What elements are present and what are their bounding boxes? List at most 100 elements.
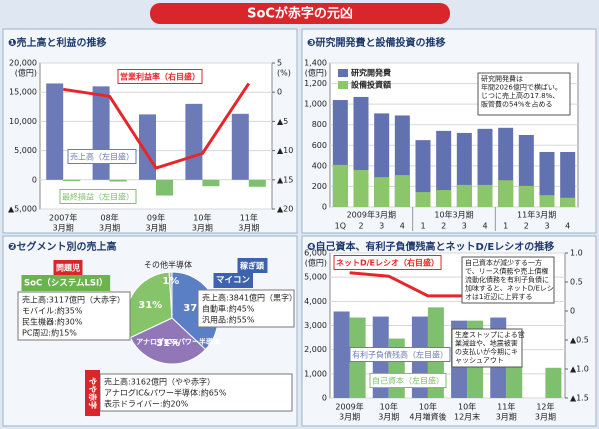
bar: [415, 140, 431, 207]
annotation-text: じつに売上高の17.8%、: [481, 91, 559, 100]
x-tick-label: 1: [503, 222, 508, 231]
bar: [231, 113, 249, 180]
label-box: [53, 260, 83, 275]
y2-tick-label: 0: [570, 307, 575, 316]
x-tick-label: 1Q: [335, 222, 346, 231]
pie-slice: [129, 317, 207, 365]
y-tick-label: 2,000: [304, 345, 327, 354]
y-tick-label: 600: [312, 141, 327, 150]
x-tick-label: 2: [441, 222, 446, 231]
bar: [518, 185, 534, 207]
annotation-box: [477, 72, 571, 116]
pie-value-label: 31%: [138, 300, 162, 311]
bar: [333, 311, 350, 398]
y-tick-label: 400: [312, 161, 327, 170]
bar: [436, 130, 452, 207]
x-tick-label: 3: [379, 222, 384, 231]
y2-tick-label: ▲1.5: [570, 394, 589, 403]
callout-text: 売上高:3162億円（やや赤字）: [104, 377, 215, 387]
y-tick-label: 5,000: [14, 146, 37, 155]
callout-text: 民生機器:約30%: [22, 317, 83, 327]
y2-tick-label: 1.0: [570, 249, 583, 258]
bar: [436, 190, 452, 207]
annotation-box: [451, 328, 523, 368]
bar: [456, 184, 472, 207]
bar: [545, 367, 562, 398]
y-tick-label: 20,000: [9, 59, 37, 68]
bar: [560, 151, 576, 207]
y-tick-label: 5,000: [304, 273, 327, 282]
annotation-text: 研究開発費は: [481, 74, 523, 83]
x-group-label: 2009年3月期: [347, 210, 396, 220]
x-tick-label: 10年: [419, 402, 437, 412]
annotation-text: 流動化債務を有利子負債に: [465, 275, 549, 284]
callout-text: PC周辺:約15%: [22, 328, 77, 338]
y-tick-label: 0: [322, 203, 327, 212]
bar: [394, 175, 410, 207]
x-tick-label: 3月期: [53, 224, 74, 233]
x-tick-label: 3月期: [535, 413, 556, 422]
label-box: [349, 347, 451, 362]
annotation-text: 加味すると、ネットD/Eレシ: [465, 284, 554, 293]
legend-label: 自己資本（左目盛）: [372, 376, 444, 386]
bar: [498, 180, 514, 207]
x-tick-label: 10年: [193, 213, 211, 223]
legend-label: 有利子負債残高（左目盛）: [352, 350, 448, 360]
pie-value-label: 1%: [162, 276, 179, 287]
annotation-text: 生産ストップによる営: [455, 330, 525, 339]
y-axis-unit: (億円): [305, 258, 327, 268]
y-tick-label: ▲5,000: [8, 205, 37, 214]
pie-category-label: アナログIC&パワー半導体: [136, 337, 221, 346]
x-tick-label: 08年: [101, 213, 119, 223]
label-box: [21, 275, 111, 291]
title-banner: [150, 3, 450, 24]
page-title: SoCが赤字の元凶: [247, 6, 353, 22]
y2-tick-label: ▲1.0: [570, 365, 589, 374]
legend-label: ネットD/Eレシオ（右目盛）: [336, 258, 439, 268]
bar: [477, 184, 493, 207]
y2-tick-label: 5: [277, 59, 282, 68]
callout-header: マイコン: [216, 276, 251, 286]
y-tick-label: 200: [312, 182, 327, 191]
y2-axis-unit: (%): [277, 69, 291, 78]
bar: [353, 169, 369, 207]
x-tick-label: 4: [482, 222, 487, 231]
pie-slice: [168, 271, 173, 319]
bar: [109, 179, 127, 182]
legend-swatch: [338, 81, 348, 89]
bar: [539, 195, 555, 207]
annotation-text: 販管費の54%を占める: [481, 100, 553, 109]
x-tick-label: 3月期: [145, 224, 166, 233]
x-tick-label: 3: [462, 222, 467, 231]
x-tick-label: 3月期: [496, 413, 517, 422]
y-tick-label: 6,000: [304, 249, 327, 258]
callout-text: 売上高:3117億円（大赤字）: [22, 295, 125, 305]
y-tick-label: 1,000: [304, 369, 327, 378]
y-tick-label: 800: [312, 120, 327, 129]
label-box: [213, 273, 254, 288]
annotation-box: [461, 256, 555, 304]
y2-tick-label: ▲15: [277, 175, 293, 184]
y-tick-label: 1,200: [304, 79, 327, 88]
panel-title: ❸研究開発費と設備投資の推移: [307, 36, 445, 49]
line: [62, 82, 251, 170]
y-tick-label: 1,000: [304, 100, 327, 109]
legend-label: 最終損益（左目盛）: [62, 192, 134, 202]
annotation-text: で、リース債務や売上債権: [465, 267, 548, 276]
y-tick-label: 0: [322, 394, 327, 403]
legend-label: 設備投資額: [351, 80, 391, 90]
x-tick-label: 10年: [380, 402, 398, 412]
callout-tag: 稼ぎ頭: [240, 261, 265, 271]
x-tick-label: 09年: [147, 213, 165, 223]
x-tick-label: 2007年: [49, 213, 77, 223]
label-box: [117, 69, 203, 84]
x-group-label: 11年3月期: [517, 210, 556, 220]
annotation-text: の支払いが今期にキ: [455, 347, 518, 356]
x-tick-label: 11年: [497, 402, 515, 412]
callout-text: 売上高:3841億円（黒字）: [202, 293, 297, 303]
legend-label: 売上高（左目盛）: [70, 152, 134, 162]
bar: [63, 179, 81, 181]
x-tick-label: 3月期: [238, 224, 259, 233]
y-tick-label: 10,000: [9, 117, 37, 126]
